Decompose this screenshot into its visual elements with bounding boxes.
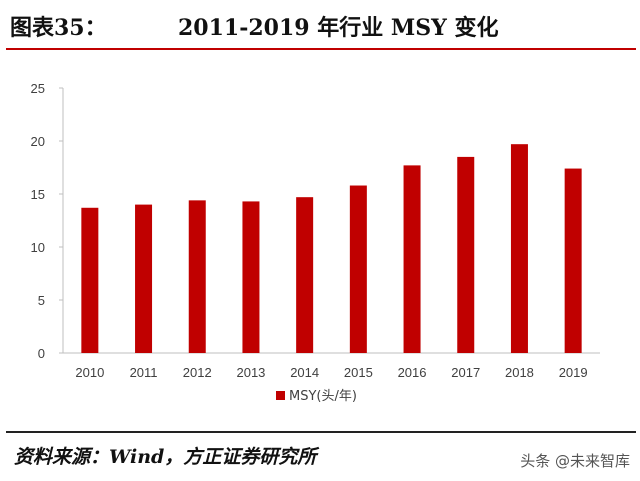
bar-2015	[349, 185, 367, 353]
bar-2017	[457, 156, 475, 353]
bar-2010	[81, 207, 99, 353]
bar-2016	[403, 165, 421, 353]
y-tick-label: 10	[31, 240, 45, 255]
y-tick-label: 5	[38, 293, 45, 308]
bar-2019	[564, 168, 582, 353]
bar-2013	[242, 201, 260, 353]
y-tick-label: 15	[31, 187, 45, 202]
x-tick-label: 2018	[505, 365, 534, 380]
bar-2012	[188, 200, 206, 353]
bar-2018	[510, 144, 528, 353]
chart-panel: 0 5 10 15 20 25 2010 2011 2012 2013 2014 2015 2016 20…	[6, 60, 634, 425]
figure-header: 图表35： 2011-2019 年行业 MSY 变化	[0, 0, 640, 46]
y-tick-label: 25	[31, 81, 45, 96]
x-tick-label: 2015	[344, 365, 373, 380]
x-tick-label: 2010	[75, 365, 104, 380]
x-tick-label: 2012	[183, 365, 212, 380]
y-tick-label: 20	[31, 134, 45, 149]
watermark: 头条 @未来智库	[520, 452, 630, 470]
legend-label: MSY(头/年)	[289, 389, 357, 404]
figure-label: 图表35：	[10, 15, 107, 41]
bar-chart: 0 5 10 15 20 25 2010 2011 2012 2013 2014 2015 2016 20…	[31, 81, 600, 404]
x-tick-label: 2013	[236, 365, 265, 380]
bar-2011	[135, 204, 153, 353]
x-tick-label: 2017	[451, 365, 480, 380]
x-tick-label: 2014	[290, 365, 319, 380]
source-note: 资料来源：Wind，方正证券研究所	[14, 446, 317, 468]
x-tick-label: 2019	[559, 365, 588, 380]
legend-swatch	[276, 391, 285, 400]
x-tick-label: 2016	[398, 365, 427, 380]
y-tick-label: 0	[38, 346, 45, 361]
header-divider	[6, 48, 636, 50]
figure-title: 2011-2019 年行业 MSY 变化	[178, 15, 499, 41]
footer-divider	[6, 431, 636, 433]
x-tick-label: 2011	[130, 365, 158, 380]
bar-2014	[296, 197, 314, 353]
